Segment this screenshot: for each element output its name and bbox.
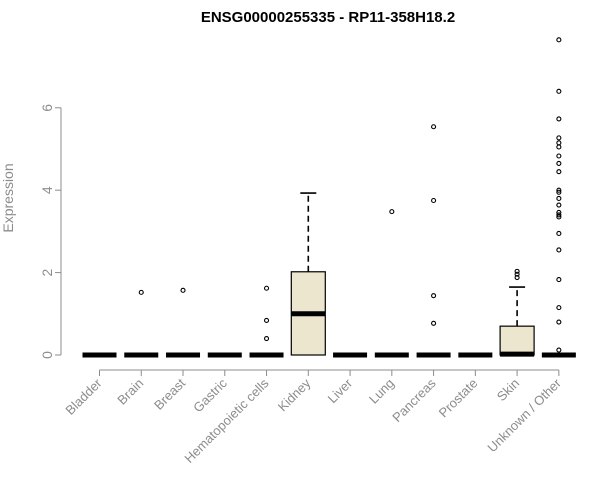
- x-tick-label: Unknown / Other: [484, 375, 564, 455]
- outlier-point: [556, 189, 562, 195]
- outlier-point: [431, 320, 437, 326]
- box-brain: [124, 289, 159, 358]
- outlier-point: [556, 144, 562, 150]
- box-breast: [166, 287, 201, 358]
- x-tick-label: Breast: [151, 375, 188, 412]
- outlier-point: [556, 88, 562, 94]
- x-tick-label: Bladder: [62, 375, 105, 418]
- outlier-point: [556, 319, 562, 325]
- box-skin: [499, 268, 535, 357]
- boxes-layer: [82, 37, 576, 358]
- outlier-point: [514, 271, 520, 277]
- outlier-point: [263, 335, 270, 342]
- x-tick-label: Prostate: [436, 376, 481, 421]
- outlier-point: [556, 37, 562, 43]
- box-pancreas: [416, 124, 451, 358]
- outlier-point: [263, 317, 270, 323]
- outlier-point: [431, 197, 437, 204]
- y-tick-label: 6: [39, 104, 55, 112]
- outlier-point: [556, 153, 562, 159]
- outlier-point: [431, 124, 437, 130]
- outlier-point: [180, 287, 186, 293]
- y-axis-label: Expression: [0, 163, 16, 232]
- outlier-point: [556, 195, 562, 201]
- x-tick-label: Skin: [494, 376, 522, 404]
- outlier-point: [389, 209, 395, 215]
- box-lung: [374, 209, 409, 358]
- y-tick-label: 0: [39, 351, 55, 359]
- x-tick-label: Lung: [366, 376, 397, 407]
- outlier-point: [138, 289, 144, 295]
- y-tick-label: 2: [39, 268, 55, 276]
- outlier-point: [431, 293, 437, 299]
- outlier-point: [556, 230, 562, 237]
- outlier-point: [556, 247, 562, 253]
- x-tick-label: Pancreas: [389, 375, 439, 425]
- outlier-point: [556, 277, 562, 283]
- y-axis: 0 2 4 6: [39, 104, 62, 359]
- x-tick-label: Kidney: [275, 375, 314, 414]
- outlier-point: [556, 160, 562, 166]
- box-hematopoietic-cells: [249, 285, 284, 358]
- outlier-point: [556, 202, 562, 208]
- box-unknown-other: [541, 37, 576, 358]
- outlier-point: [263, 285, 270, 291]
- box-kidney: [290, 192, 326, 356]
- outlier-point: [556, 212, 562, 218]
- outlier-point: [556, 135, 562, 141]
- outlier-point: [556, 347, 562, 353]
- outlier-point: [556, 187, 562, 193]
- outlier-point: [556, 214, 562, 220]
- x-tick-label: Liver: [325, 375, 356, 406]
- outlier-point: [514, 274, 520, 281]
- outlier-point: [514, 268, 520, 274]
- outlier-point: [556, 116, 562, 122]
- y-tick-label: 4: [39, 186, 55, 194]
- outlier-point: [556, 305, 562, 311]
- chart-title: ENSG00000255335 - RP11-358H18.2: [201, 9, 455, 26]
- outlier-point: [556, 140, 562, 146]
- x-tick-label: Brain: [114, 376, 146, 408]
- outlier-point: [556, 169, 562, 175]
- box-body: [499, 325, 535, 356]
- x-tick-label: Gastric: [190, 375, 230, 415]
